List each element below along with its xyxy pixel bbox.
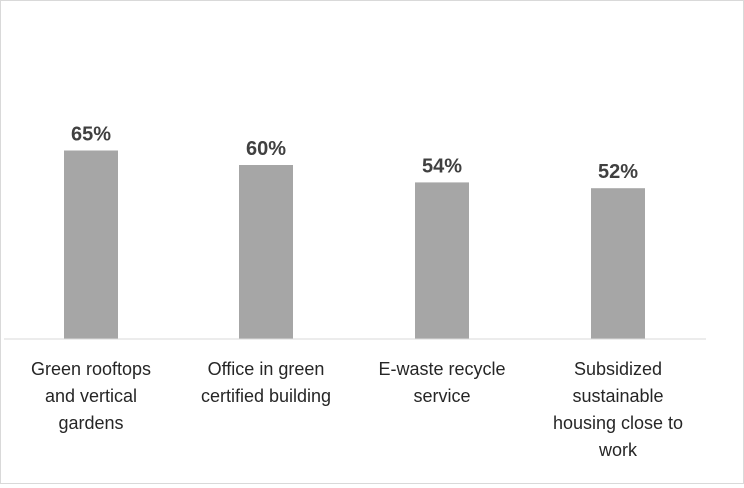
data-label-4: 52%: [598, 161, 638, 183]
category-label-1: Green rooftops and vertical gardens: [31, 359, 151, 433]
bar-3: [415, 182, 469, 339]
category-label-2: Office in green certified building: [201, 359, 331, 406]
data-labels-group: 65% 60% 54% 52%: [71, 124, 638, 184]
category-label-line: certified building: [201, 386, 331, 406]
category-label-line: housing close to: [553, 413, 683, 433]
category-label-line: E-waste recycle: [378, 359, 505, 379]
data-label-1: 65%: [71, 124, 111, 146]
bar-4: [591, 188, 645, 339]
data-label-3: 54%: [422, 155, 462, 177]
category-label-line: service: [413, 386, 470, 406]
category-label-line: Office in green: [208, 359, 325, 379]
data-label-2: 60%: [246, 138, 286, 160]
category-label-line: work: [598, 440, 638, 460]
category-labels-group: Green rooftops and vertical gardens Office …: [31, 359, 683, 460]
category-label-line: gardens: [58, 413, 123, 433]
bars-group: [64, 150, 645, 339]
category-label-line: Subsidized: [574, 359, 662, 379]
category-label-line: Green rooftops: [31, 359, 151, 379]
category-label-3: E-waste recycle service: [378, 359, 505, 406]
bar-2: [239, 165, 293, 339]
category-label-line: sustainable: [572, 386, 663, 406]
category-label-4: Subsidized sustainable housing close to wor…: [553, 359, 683, 460]
bar-1: [64, 150, 118, 339]
category-label-line: and vertical: [45, 386, 137, 406]
